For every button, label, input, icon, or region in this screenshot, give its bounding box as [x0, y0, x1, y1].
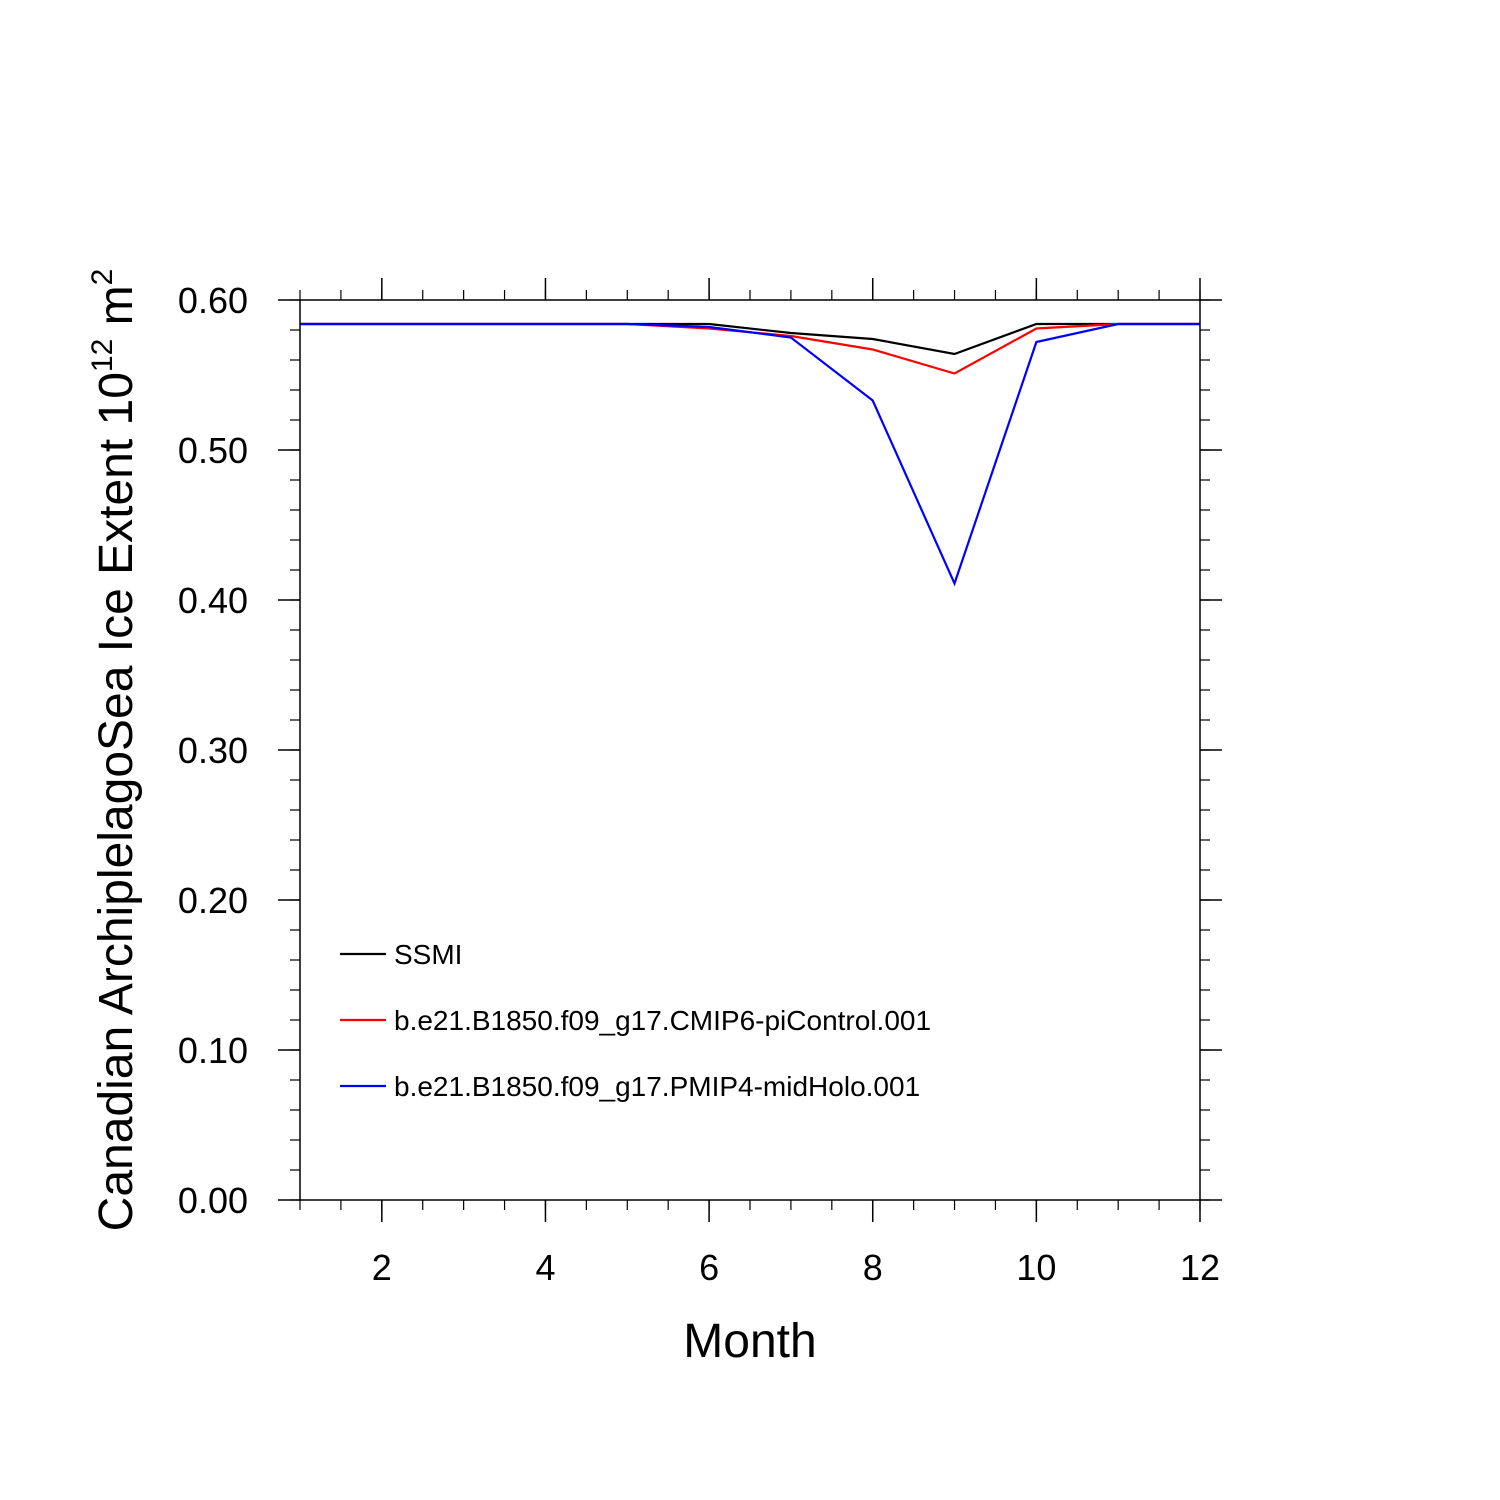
y-axis-title-unit: m: [90, 285, 143, 338]
x-tick-label: 10: [1016, 1247, 1056, 1288]
series-lines: [300, 322, 1200, 587]
y-tick-label: 0.00: [178, 1180, 248, 1221]
y-tick-label: 0.10: [178, 1030, 248, 1071]
y-tick-label: 0.50: [178, 430, 248, 471]
legend: SSMI b.e21.B1850.f09_g17.CMIP6-piControl.…: [340, 939, 931, 1102]
legend-label: SSMI: [394, 939, 462, 970]
series-line-1: [300, 322, 1200, 356]
y-axis-title-unit-exponent: 2: [86, 269, 119, 286]
y-axis-title-main: Canadian ArchiplelagoSea Ice Extent 10: [90, 372, 143, 1231]
x-axis-title: Month: [683, 1315, 816, 1368]
y-tick-label: 0.20: [178, 880, 248, 921]
x-tick-label: 8: [863, 1247, 883, 1288]
plot-frame: [299, 299, 1201, 1201]
y-tick-label: 0.40: [178, 580, 248, 621]
axis-ticks: [278, 278, 1222, 1222]
legend-label: b.e21.B1850.f09_g17.CMIP6-piControl.001: [394, 1005, 931, 1036]
legend-label: b.e21.B1850.f09_g17.PMIP4-midHolo.001: [394, 1071, 920, 1102]
tick-labels: 2 4 6 8 10 12 0.00 0.10 0.20 0.30 0.40 0.50 0.60: [178, 280, 1220, 1288]
x-tick-label: 4: [535, 1247, 555, 1288]
y-axis-title: Canadian ArchiplelagoSea Ice Extent 1012…: [86, 269, 143, 1232]
x-tick-label: 12: [1180, 1247, 1220, 1288]
y-tick-label: 0.30: [178, 730, 248, 771]
y-axis-title-exponent: 12: [86, 339, 119, 372]
y-tick-label: 0.60: [178, 280, 248, 321]
x-tick-label: 6: [699, 1247, 719, 1288]
series-line-3: [300, 322, 1200, 587]
x-tick-label: 2: [372, 1247, 392, 1288]
